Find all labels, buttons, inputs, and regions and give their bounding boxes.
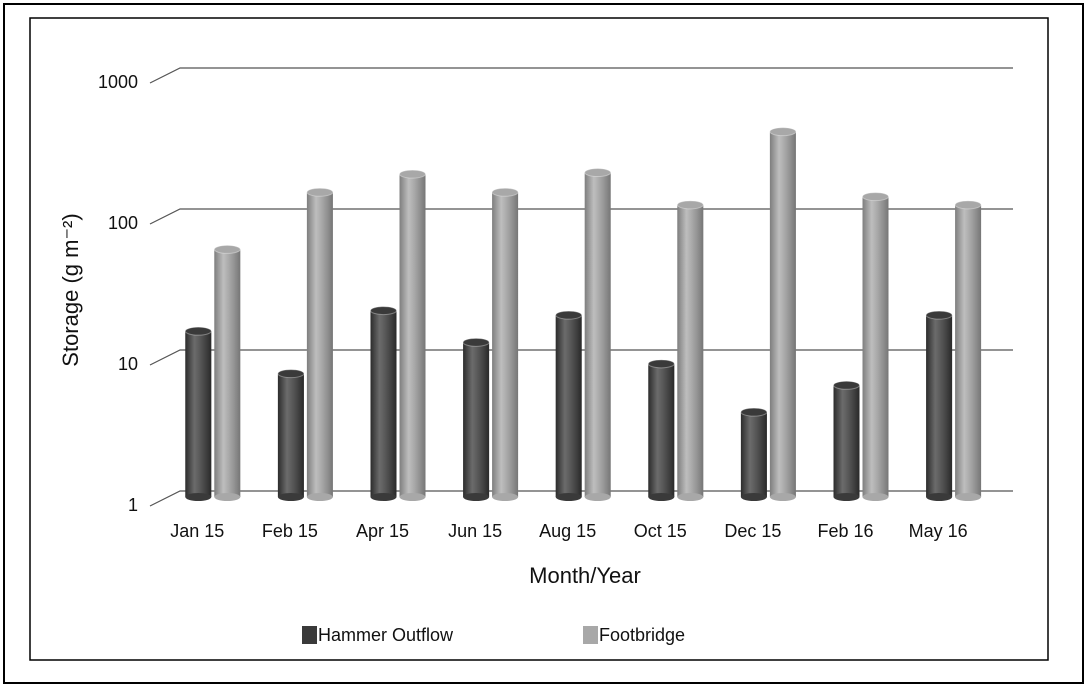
bar-cap (370, 306, 397, 316)
x-tick-label: Oct 15 (634, 521, 687, 541)
x-axis-label: Month/Year (529, 563, 641, 588)
y-tick-label: 100 (108, 213, 138, 233)
bar-base (833, 493, 860, 501)
x-tick-label: Feb 16 (817, 521, 873, 541)
bar-shading (214, 249, 241, 497)
bar-shading (862, 196, 889, 498)
bar-cap (184, 326, 212, 336)
chart-border (29, 17, 1049, 661)
legend-label: Footbridge (599, 625, 685, 645)
bar-base (584, 493, 611, 501)
bar-shading (555, 315, 582, 497)
bar-base (306, 493, 333, 501)
bar-base (214, 493, 241, 501)
bar-shading (648, 363, 675, 497)
bar-base (370, 493, 397, 501)
x-tick-label: Feb 15 (262, 521, 318, 541)
bar-cap (740, 407, 768, 417)
bar-cap (647, 359, 675, 369)
bar-cap (676, 200, 704, 210)
bar-shading (769, 131, 796, 497)
bar-cap (213, 244, 241, 254)
bar-cap (462, 337, 490, 347)
bar-shading (584, 172, 611, 498)
bar-shading (955, 204, 982, 498)
grid-line (149, 67, 1013, 84)
bar-cap (769, 127, 797, 137)
bar-base (277, 493, 304, 501)
bar-shading (833, 385, 860, 497)
bar-base (555, 493, 582, 501)
outer-border (3, 3, 1084, 684)
y-tick-label: 10 (118, 354, 138, 374)
bar-shading (492, 192, 519, 497)
bar-base (926, 493, 953, 501)
bar-cap (555, 310, 583, 320)
bar-shading (370, 310, 397, 497)
bar-shading (306, 192, 333, 497)
bar-shading (185, 331, 212, 497)
bar-base (769, 493, 796, 501)
x-tick-label: May 16 (909, 521, 968, 541)
bar-base (492, 493, 519, 501)
bar-cap (833, 380, 860, 390)
grid-line (149, 490, 1013, 507)
bar-base (648, 493, 675, 501)
legend-swatch (302, 626, 317, 644)
bar-shading (740, 412, 767, 497)
legend-label: Hammer Outflow (318, 625, 454, 645)
bar-base (677, 493, 704, 501)
bar-shading (926, 315, 953, 497)
bar-shading (399, 174, 426, 498)
legend-swatch (583, 626, 598, 644)
bar-base (955, 493, 982, 501)
bar-cap (862, 192, 889, 202)
y-tick-label: 1000 (98, 72, 138, 92)
bar-cap (306, 187, 334, 197)
y-tick-label: 1 (128, 495, 138, 515)
x-tick-label: Aug 15 (539, 521, 596, 541)
bar-cap (925, 310, 953, 320)
x-tick-label: Jan 15 (170, 521, 224, 541)
bar-shading (277, 373, 304, 497)
bar-cap (954, 200, 982, 210)
grid-line (149, 208, 1013, 225)
bar-base (862, 493, 889, 501)
grid-line (149, 349, 1013, 366)
bar-cap (399, 169, 426, 179)
x-tick-label: Jun 15 (448, 521, 502, 541)
bar-cap (491, 187, 519, 197)
x-tick-label: Dec 15 (724, 521, 781, 541)
y-axis-label: Storage (g m⁻²) (58, 213, 83, 366)
x-tick-label: Apr 15 (356, 521, 409, 541)
bar-shading (463, 342, 490, 497)
bar-cap (277, 369, 305, 379)
bar-base (399, 493, 426, 501)
bar-base (740, 493, 767, 501)
bar-base (463, 493, 490, 501)
bar-shading (677, 204, 704, 498)
bar-cap (584, 168, 612, 178)
bar-base (185, 493, 212, 501)
